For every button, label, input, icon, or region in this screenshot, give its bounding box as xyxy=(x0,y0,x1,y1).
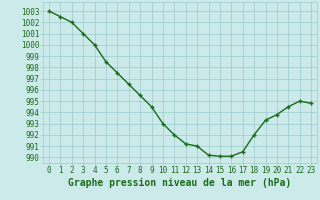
X-axis label: Graphe pression niveau de la mer (hPa): Graphe pression niveau de la mer (hPa) xyxy=(68,178,292,188)
